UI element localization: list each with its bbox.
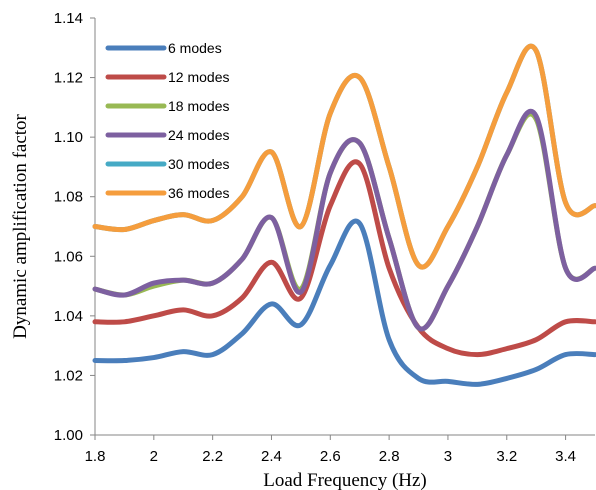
y-tick-label: 1.14 <box>54 10 83 27</box>
x-tick-label: 2.6 <box>320 448 341 465</box>
x-tick-label: 2.4 <box>261 448 282 465</box>
legend-label-18-modes: 18 modes <box>168 98 229 114</box>
series-layer <box>92 43 596 387</box>
x-tick-label: 1.8 <box>85 448 106 465</box>
legend-label-30-modes: 30 modes <box>168 156 229 172</box>
series-line-12-modes <box>92 159 596 358</box>
series-line-6-modes <box>92 218 596 387</box>
legend-label-6-modes: 6 modes <box>168 40 222 56</box>
y-tick-label: 1.02 <box>54 367 83 384</box>
y-tick-label: 1.06 <box>54 248 83 265</box>
legend: 6 modes 12 modes 18 modes 24 modes 30 modes 3… <box>105 40 229 201</box>
legend-label-36-modes: 36 modes <box>168 185 229 201</box>
x-tick-label: 3.2 <box>496 448 517 465</box>
series-line-36-modes <box>92 43 596 270</box>
x-tick-label: 3.4 <box>555 448 576 465</box>
x-tick-label: 2.2 <box>202 448 223 465</box>
x-tick-label: 2.8 <box>379 448 400 465</box>
y-axis-title: Dynamic amplification factor <box>10 113 31 338</box>
tick-labels: 1.00 1.02 1.04 1.06 1.08 1.10 1.12 1.14 1.8 2 2.2 2… <box>54 10 576 465</box>
legend-label-12-modes: 12 modes <box>168 69 229 85</box>
y-tick-label: 1.04 <box>54 308 83 325</box>
x-axis-title: Load Frequency (Hz) <box>263 470 427 490</box>
legend-label-24-modes: 24 modes <box>168 127 229 143</box>
series-line-24-modes <box>92 108 596 332</box>
x-tick-label: 3 <box>444 448 452 465</box>
y-tick-label: 1.10 <box>54 129 83 146</box>
y-tick-label: 1.08 <box>54 189 83 206</box>
y-tick-label: 1.00 <box>54 427 83 444</box>
x-tick-label: 2 <box>150 448 158 465</box>
y-tick-label: 1.12 <box>54 70 83 87</box>
